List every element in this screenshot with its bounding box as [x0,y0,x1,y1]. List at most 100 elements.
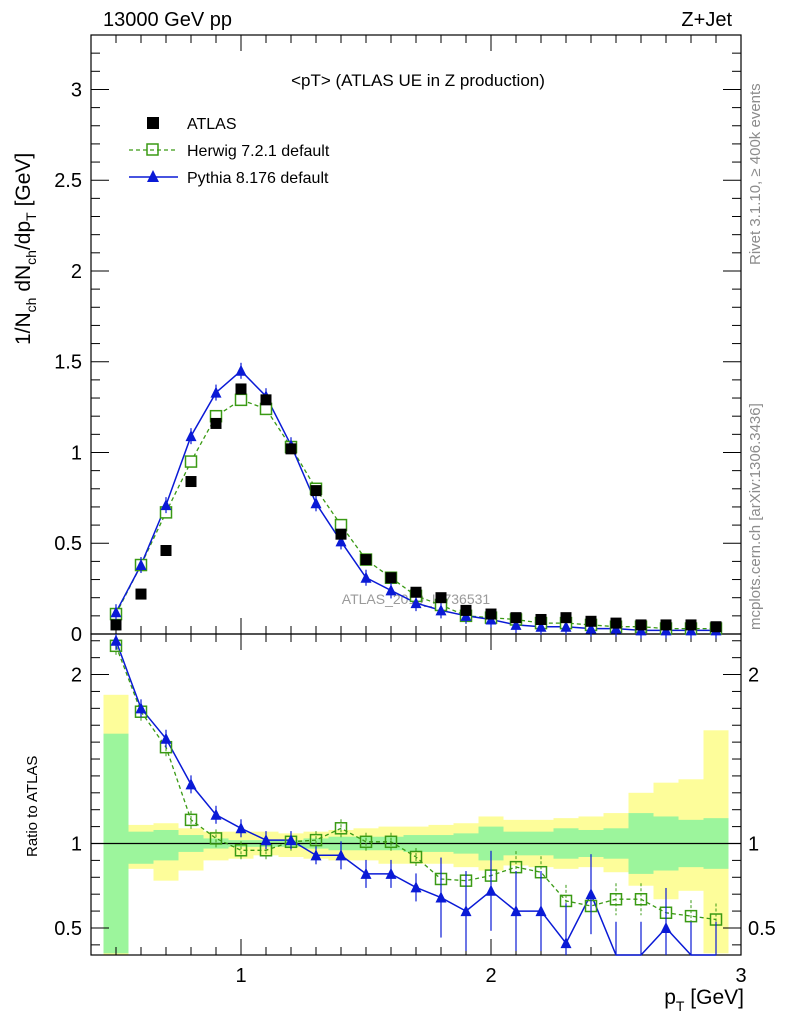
pythia-point [310,497,322,509]
x-tick-label: 1 [235,965,246,987]
y-tick-label: 3 [71,79,82,101]
pythia-point [360,571,372,583]
pythia-ratio-point [435,891,447,903]
ratio-y-axis-label: Ratio to ATLAS [24,756,41,857]
pythia-ratio-point [310,849,322,861]
atlas-point [285,443,297,455]
atlas-point [510,612,522,624]
pythia-ratio-point [510,905,522,917]
rivet-info: Rivet 3.1.10, ≥ 400k events [747,83,764,265]
pythia-point [385,584,397,596]
atlas-point [560,612,572,624]
x-tick-label: 2 [485,965,496,987]
pythia-point [160,499,172,511]
y-tick-label: 1 [71,442,82,464]
herwig-ratio-point [334,822,348,835]
ratio-y-tick-label: 2 [71,665,82,687]
atlas-point [260,394,272,406]
ratio-panel-series [109,634,723,956]
atlas-point [635,619,647,631]
ratio-band-inner [153,829,179,861]
pythia-ratio-point [285,834,297,846]
legend: ATLAS Herwig 7.2.1 default Pythia 8.176 … [129,116,330,187]
x-tick-label: 3 [735,965,746,987]
atlas-point [185,476,197,488]
herwig-ratio-point [184,813,198,827]
atlas-point [235,383,247,395]
pythia-point [535,620,547,632]
y-tick-label: 0.5 [54,533,82,555]
herwig-ratio-point [384,835,398,849]
pythia-ratio-point [260,834,272,846]
ratio-y-tick-label-right: 1 [748,833,759,855]
pythia-point [560,620,572,632]
pythia-ratio-point [360,867,372,879]
ratio-y-tick-label: 0.5 [54,918,82,940]
pythia-ratio-point [410,881,422,893]
pythia-ratio-point [535,905,547,917]
herwig-ratio-point [234,844,248,857]
collision-label: 13000 GeV pp [103,9,232,31]
atlas-point [135,588,147,600]
y-tick-label: 1.5 [54,352,82,374]
atlas-point [710,621,722,633]
atlas-point [460,604,472,616]
atlas-point [585,615,597,627]
herwig-ratio-point [309,833,323,847]
x-axis-label: pT [GeV] [664,986,744,1014]
plot-title: <pT> (ATLAS UE in Z production) [291,71,545,90]
atlas-point [485,608,497,620]
pythia-ratio-point [460,905,472,917]
atlas-point [610,617,622,629]
pythia-ratio-point [210,808,222,820]
herwig-ratio-point [609,892,623,906]
pythia-ratio-point [110,634,122,646]
herwig-ratio-point [209,832,223,845]
pythia-ratio-point [160,732,172,744]
pythia-ratio-point [485,884,497,896]
atlas-point [360,554,372,566]
tick-labels: 1 2 3 0 0.5 1 1.5 2 2.5 3 0.5 0.5 1 1 2 2 [54,79,776,987]
atlas-point [210,417,222,429]
ratio-band-inner [128,831,154,864]
legend-marker-pythia [147,170,159,182]
axis-ticks [90,34,742,955]
atlas-point [385,572,397,584]
pythia-ratio-point [660,921,672,933]
herwig-ratio-point [684,909,698,923]
legend-marker-atlas [147,117,159,129]
ratio-y-tick-label-right: 0.5 [748,918,776,940]
atlas-point [435,592,447,604]
atlas-point [160,545,172,557]
pythia-ratio-point [235,822,247,834]
pythia-point [585,622,597,634]
mcplots-info: mcplots.cern.ch [arXiv:1306.3436] [747,403,764,630]
herwig-point [184,455,198,468]
pythia-point [185,430,197,442]
pythia-ratio-point [185,778,197,790]
legend-label-pythia: Pythia 8.176 default [187,170,329,187]
ratio-y-tick-label-right: 2 [748,665,759,687]
pythia-ratio-point [560,937,572,949]
atlas-point [685,619,697,631]
atlas-point [410,586,422,598]
pythia-ratio-point [585,888,597,900]
legend-label-atlas: ATLAS [187,116,237,133]
atlas-point [310,485,322,497]
herwig-ratio-point [634,892,648,906]
ratio-y-tick-label: 1 [71,833,82,855]
legend-label-herwig: Herwig 7.2.1 default [187,143,330,160]
pythia-point [435,604,447,616]
atlas-point [335,528,347,540]
legend-marker-herwig [146,143,159,156]
pythia-point [110,606,122,618]
pythia-point [235,364,247,376]
herwig-ratio-point [359,835,373,849]
pythia-ratio-line [115,640,716,956]
pythia-point [410,597,422,609]
atlas-point [535,613,547,625]
pythia-point [510,618,522,630]
pythia-ratio-point [135,702,147,714]
y-tick-label: 2.5 [54,170,82,192]
